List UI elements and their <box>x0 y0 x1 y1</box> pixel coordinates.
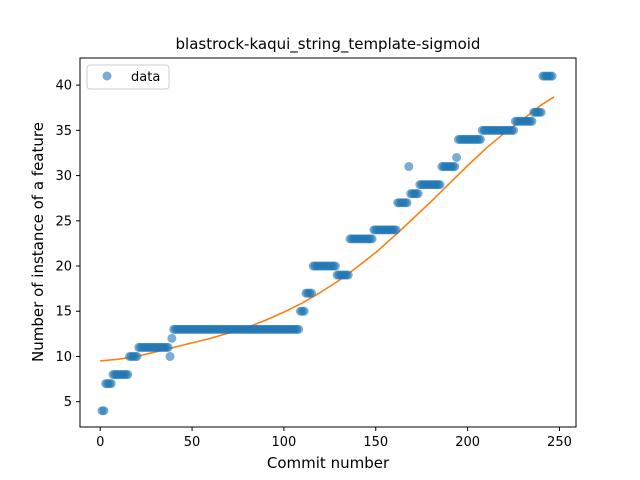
x-tick-label: 0 <box>96 435 104 450</box>
chart-title: blastrock-kaqui_string_template-sigmoid <box>176 35 481 54</box>
data-point <box>306 288 316 298</box>
y-tick-label: 20 <box>55 260 72 275</box>
sigmoid-fit-line <box>100 96 555 362</box>
data-point <box>132 351 142 361</box>
legend: data <box>86 64 170 90</box>
y-tick-label: 35 <box>55 124 72 139</box>
y-tick-label: 30 <box>55 169 72 184</box>
data-point <box>123 370 133 380</box>
y-tick-label: 10 <box>55 350 72 365</box>
plot-frame <box>79 57 577 428</box>
y-tick-label: 40 <box>55 79 72 94</box>
data-point <box>435 180 445 190</box>
data-point <box>527 116 537 126</box>
data-point <box>99 406 109 416</box>
data-point <box>536 107 546 117</box>
y-tick-label: 25 <box>55 214 72 229</box>
data-point <box>167 333 177 343</box>
data-point <box>509 125 519 135</box>
data-point <box>404 162 414 172</box>
data-point <box>299 306 309 316</box>
plot-area <box>97 71 557 416</box>
data-point <box>402 198 412 208</box>
data-point <box>163 342 173 352</box>
x-axis: 0 50 100 150 200 250 <box>96 427 572 450</box>
y-tick-label: 5 <box>64 395 72 410</box>
x-tick-label: 200 <box>455 435 480 450</box>
x-tick-label: 250 <box>547 435 572 450</box>
data-point <box>106 379 116 389</box>
data-point <box>343 270 353 280</box>
data-point <box>450 162 460 172</box>
data-point <box>330 261 340 271</box>
data-point <box>547 71 557 81</box>
x-tick-label: 50 <box>184 435 201 450</box>
legend-label: data <box>131 70 160 85</box>
data-point <box>413 189 423 199</box>
data-point <box>367 234 377 244</box>
y-axis: 5 10 15 20 25 30 35 40 <box>55 79 80 410</box>
data-point <box>165 351 175 361</box>
x-tick-label: 100 <box>271 435 296 450</box>
x-tick-label: 150 <box>363 435 388 450</box>
y-tick-label: 15 <box>55 305 72 320</box>
fit-line-layer <box>100 96 555 362</box>
y-axis-label: Number of instance of a feature <box>29 122 47 362</box>
legend-box <box>86 64 170 90</box>
x-axis-label: Commit number <box>267 454 390 472</box>
data-point <box>391 225 401 235</box>
legend-marker <box>102 71 112 81</box>
data-points-layer <box>97 71 557 416</box>
data-point <box>475 134 485 144</box>
data-point <box>294 324 304 334</box>
data-point <box>452 152 462 162</box>
